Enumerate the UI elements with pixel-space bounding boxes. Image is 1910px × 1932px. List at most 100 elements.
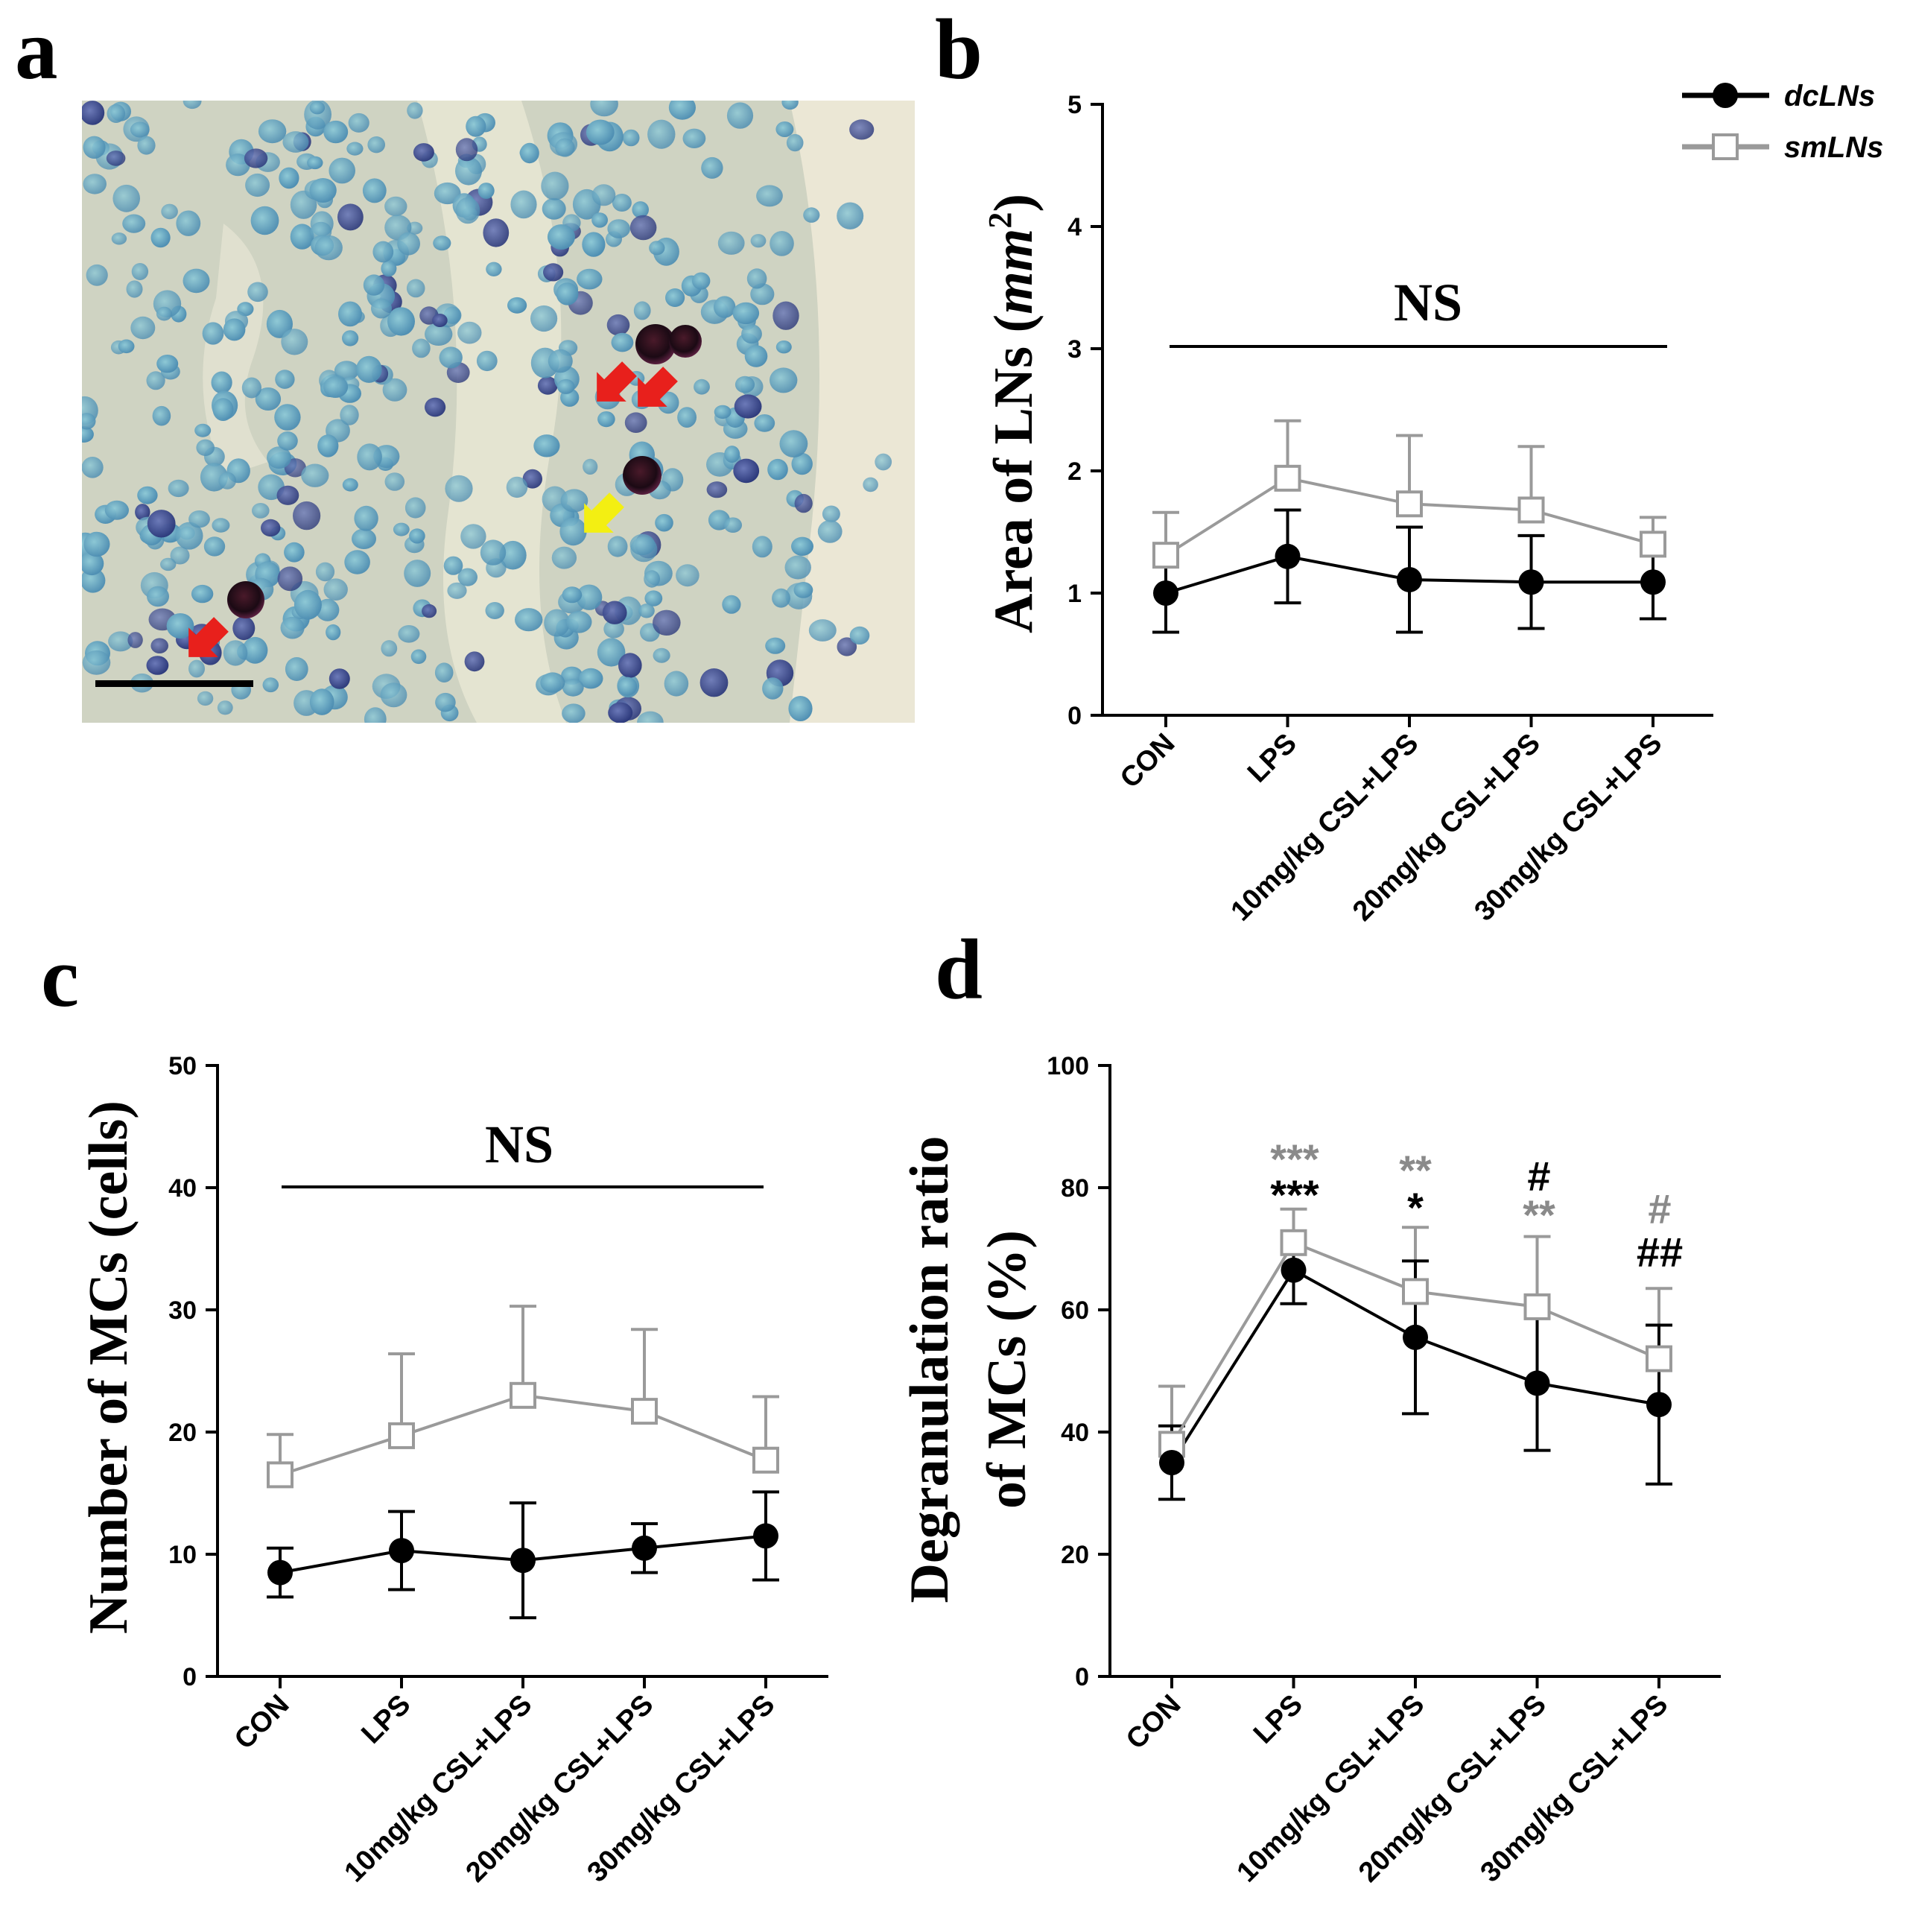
panel-letter-a: a xyxy=(15,2,58,97)
tissue-cell xyxy=(147,510,176,538)
tissue-cell xyxy=(849,119,875,140)
tissue-cell xyxy=(183,101,202,110)
tissue-cell xyxy=(653,647,670,663)
y-tick-label: 0 xyxy=(1075,1663,1089,1691)
tissue-cell xyxy=(750,283,775,305)
tissue-cell xyxy=(566,611,592,633)
tissue-cell xyxy=(261,519,281,537)
tissue-cell xyxy=(250,206,279,235)
data-point-dcLNs xyxy=(1403,1324,1428,1350)
tissue-cell xyxy=(478,183,495,199)
tissue-cell xyxy=(754,414,775,432)
tissue-cell xyxy=(82,413,96,430)
annot-csl20-black: # xyxy=(1527,1153,1550,1200)
tissue-cell xyxy=(410,649,427,665)
tissue-cell xyxy=(294,589,322,620)
tissue-cell xyxy=(466,115,486,137)
tissue-cell xyxy=(282,131,309,153)
annot-csl30-gray: # xyxy=(1648,1185,1671,1232)
tissue-cell xyxy=(247,282,268,303)
tissue-cell xyxy=(762,677,784,700)
tissue-cell xyxy=(597,638,626,667)
data-point-dcLNs xyxy=(1524,1370,1550,1396)
tissue-cell xyxy=(655,513,673,532)
tissue-cell xyxy=(772,301,799,330)
tissue-cell xyxy=(397,232,420,256)
tissue-cell xyxy=(106,151,126,166)
tissue-cell xyxy=(562,586,583,604)
annot-csl10-gray: ** xyxy=(1399,1147,1432,1194)
tissue-cell xyxy=(245,173,270,197)
y-axis-title-b-unit: mm xyxy=(983,229,1044,314)
tissue-cell xyxy=(146,656,169,675)
tissue-cell xyxy=(217,700,233,715)
annot-csl10-black: * xyxy=(1407,1184,1424,1231)
tissue-cell xyxy=(223,640,248,666)
tissue-cell xyxy=(822,505,840,523)
tissue-cell xyxy=(82,457,104,478)
ns-label-c: NS xyxy=(485,1115,553,1174)
mast-cell xyxy=(623,456,661,495)
tissue-cell xyxy=(772,588,790,608)
scale-bar xyxy=(95,680,253,687)
tissue-cell xyxy=(280,616,305,639)
tissue-cell xyxy=(537,376,558,395)
tissue-cell xyxy=(384,196,407,217)
tissue-cell xyxy=(301,463,329,487)
tissue-cell xyxy=(767,458,788,481)
data-point-smLNs xyxy=(1523,1293,1551,1320)
tissue-cell xyxy=(732,302,760,325)
tissue-cell xyxy=(578,668,603,689)
tissue-cell xyxy=(607,219,630,238)
mast-cell xyxy=(227,581,264,618)
tissue-cell xyxy=(808,619,837,642)
tissue-cell xyxy=(137,136,156,155)
tissue-cell xyxy=(266,309,293,338)
y-tick-label: 10 xyxy=(168,1541,197,1569)
tissue-cell xyxy=(188,659,205,678)
tissue-cell xyxy=(665,288,685,307)
tissue-cell xyxy=(223,318,246,341)
tissue-cell xyxy=(323,120,349,144)
tissue-cell xyxy=(744,345,768,367)
tissue-cell xyxy=(647,119,676,149)
tissue-cell xyxy=(197,691,214,706)
tissue-cell xyxy=(82,426,94,443)
tissue-cell xyxy=(346,142,364,156)
tissue-cell xyxy=(520,142,539,164)
tissue-cell xyxy=(551,546,577,569)
y-tick-label: 3 xyxy=(1067,335,1082,364)
tissue-cell xyxy=(244,148,268,168)
tissue-cell xyxy=(522,469,542,489)
tissue-cell xyxy=(460,524,486,549)
tissue-cell xyxy=(445,475,473,502)
tissue-cell xyxy=(82,101,105,125)
tissue-cell xyxy=(612,194,632,212)
tissue-cell xyxy=(544,609,570,637)
tissue-cell xyxy=(242,636,268,664)
tissue-cell xyxy=(750,234,767,248)
legend-dc-marker xyxy=(1713,83,1738,108)
data-point-smLNs xyxy=(1396,490,1423,518)
tissue-cell xyxy=(548,349,573,373)
tissue-cell xyxy=(255,387,282,411)
tissue-cell xyxy=(277,566,303,592)
tissue-cell xyxy=(146,371,165,390)
tissue-cell xyxy=(83,531,110,557)
legend: dcLNs smLNs xyxy=(1682,80,1883,164)
tissue-cell xyxy=(638,604,655,618)
tissue-cell xyxy=(126,280,143,298)
tissue-cell xyxy=(83,174,107,194)
tissue-cell xyxy=(127,632,143,648)
y-tick-label: 0 xyxy=(183,1663,197,1691)
tissue-cell xyxy=(108,631,133,652)
tissue-cell xyxy=(863,477,878,492)
tissue-cell xyxy=(344,550,370,574)
tissue-cell xyxy=(314,235,343,261)
micrograph-image xyxy=(82,101,915,723)
tissue-cell xyxy=(723,517,743,533)
tissue-cell xyxy=(226,153,250,177)
tissue-cell xyxy=(618,677,638,696)
tissue-cell xyxy=(726,102,754,129)
